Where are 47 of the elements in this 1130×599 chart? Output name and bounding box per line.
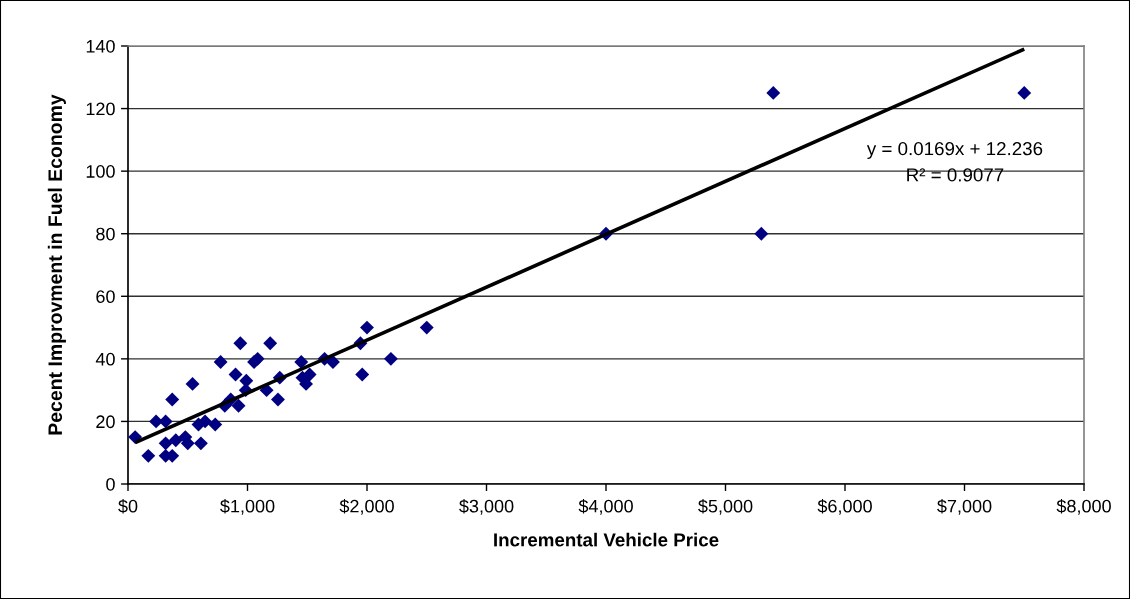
x-tick-label: $3,000 — [459, 499, 514, 515]
point — [754, 226, 769, 241]
point — [302, 367, 317, 382]
annotation: R² = 0.9077 — [907, 168, 1004, 182]
y-tick-label: 40 — [95, 352, 115, 366]
point — [233, 336, 248, 351]
point — [231, 398, 246, 413]
point — [766, 85, 781, 100]
point — [128, 430, 143, 445]
point — [419, 320, 434, 335]
point — [185, 376, 200, 391]
x-tick-label: $2,000 — [339, 499, 394, 515]
point — [239, 373, 254, 388]
y-tick-label: 120 — [86, 102, 115, 116]
y-tick-label: 140 — [86, 39, 115, 53]
point — [168, 433, 183, 448]
annotation: y = 0.0169x + 12.236 — [866, 142, 1043, 159]
y-tick-label: 100 — [86, 165, 115, 178]
x-tick-label: $7,000 — [937, 499, 992, 515]
y-tick-label: 0 — [106, 477, 115, 491]
point — [158, 436, 173, 451]
point — [1017, 85, 1032, 100]
x-tick-label: $6,000 — [817, 499, 872, 515]
point — [165, 392, 180, 407]
x-tick-label: $0 — [118, 499, 138, 514]
x-axis-title: Incremental Vehicle Price — [494, 532, 719, 547]
point — [198, 414, 213, 429]
x-tick-label: $1,000 — [220, 499, 275, 515]
point — [355, 367, 370, 382]
point — [250, 351, 265, 366]
point — [193, 436, 208, 451]
point — [158, 414, 173, 429]
point — [208, 417, 223, 432]
point — [271, 392, 285, 407]
point — [213, 355, 228, 369]
point — [360, 320, 374, 335]
y-tick-label: 20 — [96, 415, 115, 429]
point — [141, 448, 156, 463]
y-tick-label: 80 — [96, 227, 115, 241]
x-tick-label: $4,000 — [578, 499, 633, 515]
x-tick-label: $8,000 — [1056, 499, 1111, 515]
point — [263, 336, 278, 351]
x-tick-label: $5,000 — [698, 499, 753, 515]
point — [383, 351, 398, 366]
y-axis-title: Pecent Improvment in Fuel Economy — [47, 94, 66, 435]
y-tick-label: 60 — [96, 290, 115, 304]
point — [294, 355, 309, 369]
